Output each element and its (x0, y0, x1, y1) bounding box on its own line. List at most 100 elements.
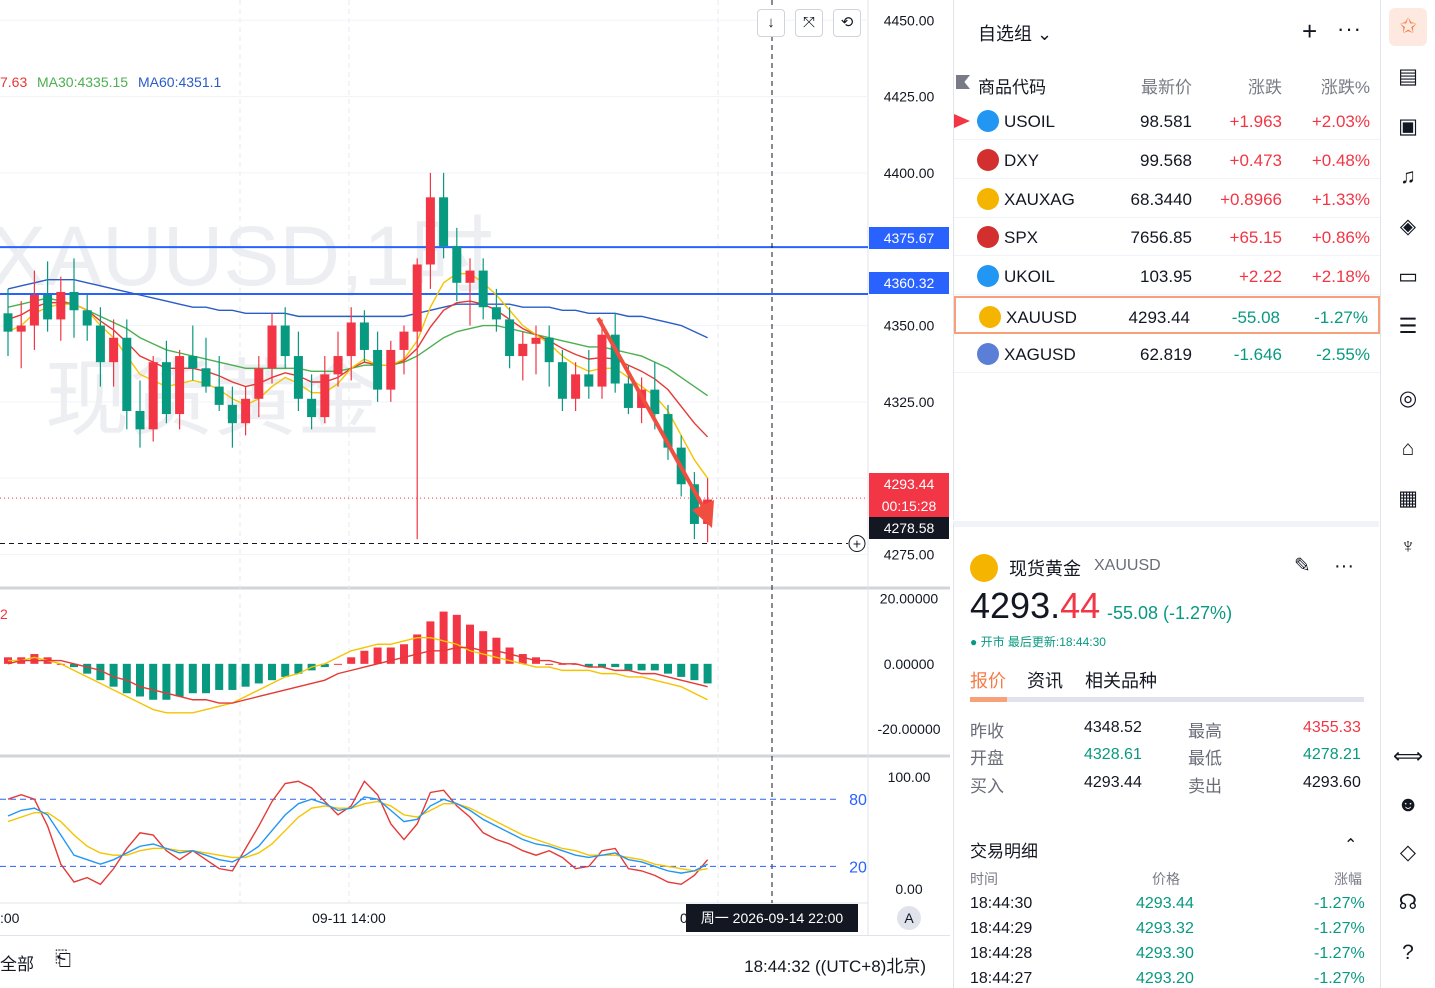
col-last[interactable]: 最新价 (1141, 78, 1192, 97)
tab-related[interactable]: 相关品种 (1085, 671, 1157, 691)
screener-icon[interactable]: ♆ (1400, 535, 1416, 558)
kdj-tick-label: 0.00 (895, 881, 922, 897)
watchlist-symbol: SPX (1004, 228, 1039, 248)
countdown-tag: 00:15:28 (869, 495, 949, 517)
candle (56, 291, 66, 320)
candle (571, 374, 581, 399)
macd-tick-label: 20.00000 (880, 591, 939, 607)
watchlist-row[interactable]: UKOIL 103.95 +2.22 +2.18% (954, 257, 1380, 296)
watchlist-symbol: XAUXAG (1004, 189, 1075, 209)
chart-canvas[interactable]: 4450.004425.004400.004350.004325.004300.… (0, 0, 950, 935)
handshake-icon[interactable]: ◇ (1399, 841, 1417, 864)
macd-bar (637, 663, 646, 671)
macd-bar (215, 663, 224, 690)
macd-bar (439, 611, 448, 664)
expand-icon[interactable]: ⟺ (1392, 745, 1424, 768)
range-all-button[interactable]: 全部 (0, 955, 34, 974)
price-tick-label: 4450.00 (884, 12, 935, 28)
candle (650, 389, 660, 415)
trade-price: 4293.44 (1136, 895, 1194, 912)
candle (478, 270, 488, 308)
level-tag-1: 4375.67 (869, 227, 949, 249)
auto-scale-button[interactable]: A (897, 906, 921, 930)
trend-arrow (596, 317, 708, 513)
col-pct[interactable]: 涨跌% (1320, 78, 1370, 97)
candle (161, 362, 171, 415)
macd-bar (30, 654, 39, 664)
watchlist-row[interactable]: XAUUSD 4293.44 -55.08 -1.27% (954, 296, 1380, 334)
watchlist-chg: +65.15 (1229, 228, 1282, 248)
price-decimal: 44 (1060, 585, 1101, 626)
watchlist-icon[interactable]: ✩ (1389, 8, 1427, 46)
flag-icon[interactable] (956, 75, 970, 89)
flag-marker-icon[interactable] (954, 114, 970, 128)
macd-dea-line (7, 646, 708, 704)
target-icon[interactable]: ◎ (1398, 387, 1418, 410)
open-label: 开盘 (970, 749, 1004, 768)
chat-icon[interactable]: ☰ (1398, 315, 1418, 338)
chevron-up-icon[interactable]: ⌃ (1344, 837, 1358, 854)
help-icon[interactable]: ? (1402, 941, 1414, 964)
trade-pct: -1.27% (1314, 920, 1365, 937)
alert-bell-icon[interactable]: ♫ (1400, 165, 1416, 188)
watchlist-pct: -1.27% (1314, 308, 1368, 327)
watchlist-title[interactable]: 自选组 ⌄ (978, 24, 1053, 44)
open-value: 4328.61 (1084, 746, 1142, 763)
add-symbol-icon[interactable]: + (1302, 16, 1318, 46)
watchlist-row[interactable]: XAGUSD 62.819 -1.646 -2.55% (954, 335, 1380, 373)
support-icon[interactable]: ☊ (1398, 891, 1418, 914)
watchlist-row[interactable]: XAUXAG 68.3440 +0.8966 +1.33% (954, 180, 1380, 218)
watchlist-row[interactable]: USOIL 98.581 +1.963 +2.03% (954, 102, 1380, 140)
detail-more-icon[interactable]: ··· (1334, 555, 1354, 577)
robot-icon[interactable]: ☻ (1396, 793, 1420, 816)
chart-area[interactable]: 4450.004425.004400.004350.004325.004300.… (0, 0, 950, 988)
col-chg[interactable]: 涨跌 (1248, 78, 1282, 97)
tab-quote[interactable]: 报价 (970, 671, 1006, 691)
layers-icon[interactable]: ◈ (1399, 215, 1417, 238)
watchlist-symbol: UKOIL (1004, 267, 1056, 287)
watchlist-pct: +0.86% (1311, 228, 1370, 248)
watchlist-row[interactable]: DXY 99.568 +0.473 +0.48% (954, 141, 1380, 179)
watchlist-last: 68.3440 (1130, 189, 1192, 209)
notes-icon[interactable]: ▤ (1398, 65, 1418, 88)
candle (386, 349, 396, 390)
trades-col-pct: 涨幅 (1334, 871, 1362, 887)
crosshair-date-tag: 周一 2026-09-14 22:00 (686, 904, 858, 932)
collapse-icon[interactable]: ⤧ (795, 9, 823, 37)
macd-bar (347, 657, 356, 664)
candle (425, 197, 435, 265)
price-tick-label: 4350.00 (884, 318, 935, 334)
watchlist-last: 98.581 (1140, 112, 1192, 131)
reset-icon[interactable]: ⟲ (833, 9, 861, 37)
macd-label: 2 (0, 606, 8, 622)
crosshair-plus-icon (848, 535, 866, 553)
macd-dif-line (8, 637, 708, 714)
edit-icon[interactable]: ✎ (1294, 555, 1311, 577)
candle (359, 322, 369, 350)
watchlist-row[interactable]: SPX 7656.85 +65.15 +0.86% (954, 218, 1380, 257)
col-symbol[interactable]: 商品代码 (978, 78, 1046, 97)
more-icon[interactable]: ··· (1337, 16, 1362, 41)
candle (280, 325, 290, 357)
macd-bar (202, 663, 210, 694)
calendar-icon[interactable]: ▣ (1398, 115, 1418, 138)
candle (412, 264, 422, 332)
replay-icon[interactable]: ⎗ (55, 948, 71, 970)
education-icon[interactable]: ⌂ (1401, 437, 1415, 460)
symbol-detail-panel: 现货黄金 XAUUSD ✎ ··· 4293.44 -55.08 (-1.27%… (953, 521, 1379, 988)
clock-display[interactable]: 18:44:32 ((UTC+8)北京) (744, 957, 926, 976)
table-icon[interactable]: ▦ (1398, 487, 1418, 510)
macd-bar (109, 663, 118, 687)
macd-bar (188, 663, 197, 694)
video-icon[interactable]: ▭ (1398, 265, 1418, 288)
arrow-down-icon[interactable]: ↓ (757, 9, 785, 37)
trade-time: 18:44:27 (970, 970, 1033, 987)
candle (16, 325, 26, 332)
watchlist-last: 4293.44 (1128, 308, 1190, 327)
candle (557, 362, 567, 399)
macd-bar (149, 663, 158, 700)
tab-news[interactable]: 资讯 (1027, 671, 1063, 691)
candle (373, 349, 383, 390)
crosshair-price-tag: 4278.58 (869, 517, 949, 539)
macd-bar (650, 663, 659, 671)
